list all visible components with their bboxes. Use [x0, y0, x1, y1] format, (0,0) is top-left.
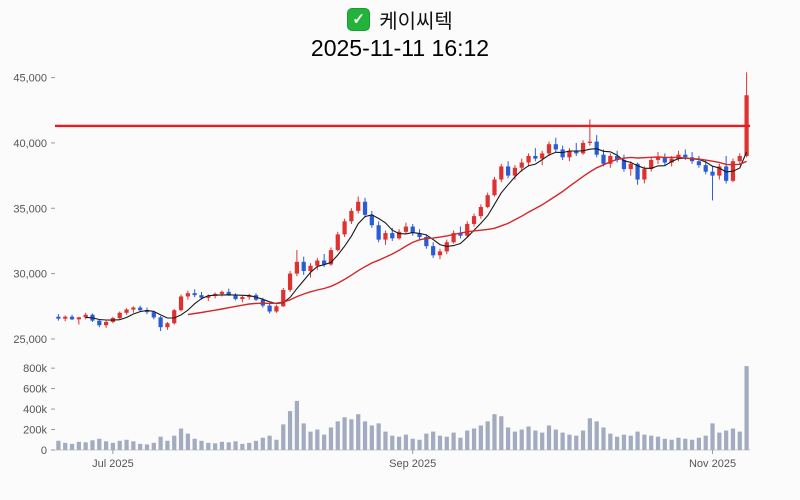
green-checkbox-icon: ✓: [347, 7, 371, 31]
svg-text:400k: 400k: [23, 404, 47, 416]
title-row: ✓ 케이씨텍: [0, 6, 800, 33]
svg-text:200k: 200k: [23, 425, 47, 437]
chart-header: ✓ 케이씨텍 2025-11-11 16:12: [0, 6, 800, 62]
svg-text:0: 0: [41, 445, 47, 457]
svg-text:35,000: 35,000: [13, 203, 47, 215]
svg-text:Jul 2025: Jul 2025: [92, 458, 134, 470]
svg-text:45,000: 45,000: [13, 73, 47, 85]
stock-name: 케이씨텍: [379, 10, 453, 33]
svg-text:600k: 600k: [23, 384, 47, 396]
svg-text:25,000: 25,000: [13, 334, 47, 346]
svg-text:30,000: 30,000: [13, 269, 47, 281]
svg-text:40,000: 40,000: [13, 138, 47, 150]
chart-timestamp: 2025-11-11 16:12: [310, 35, 490, 61]
svg-text:800k: 800k: [23, 363, 47, 375]
svg-text:Nov 2025: Nov 2025: [689, 458, 736, 470]
svg-text:Sep 2025: Sep 2025: [389, 458, 436, 470]
